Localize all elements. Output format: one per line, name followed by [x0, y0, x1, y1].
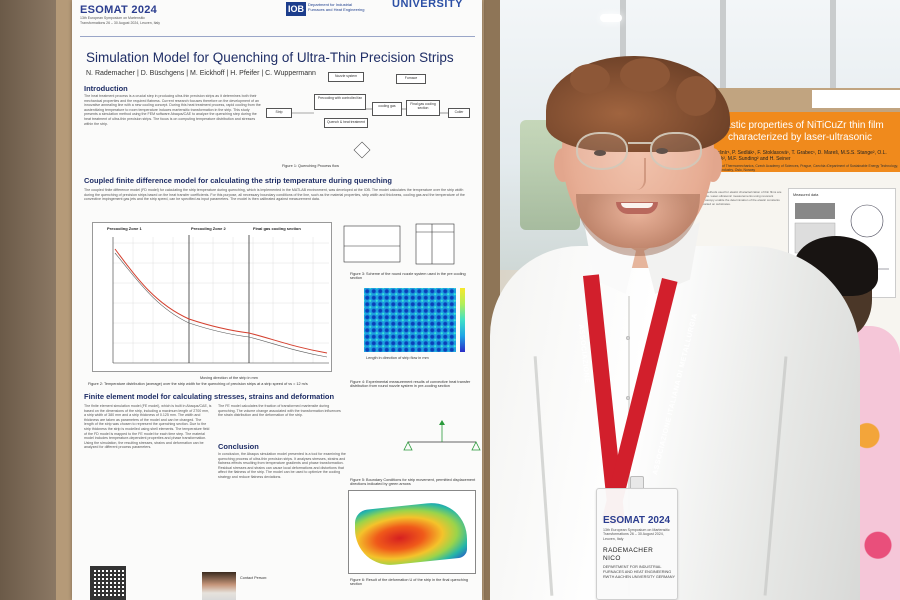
institute-logo: IOB	[286, 2, 306, 16]
nose	[630, 158, 646, 190]
contact-label: Contact Person:	[240, 576, 268, 580]
ceiling-light	[600, 14, 622, 22]
poster-title: Simulation Model for Quenching of Ultra-…	[86, 50, 454, 65]
name-badge: ESOMAT 2024 13th European Symposium on M…	[596, 488, 678, 600]
figure-5-caption: Figure 5: Boundary Conditions for strip …	[350, 478, 476, 486]
heat-transfer-heatmap: Length in direction of strip flow in mm	[352, 282, 476, 374]
temperature-chart: Precooling Zone 1 Precooling Zone 2 Fina…	[92, 222, 332, 372]
heatmap-x-label: Length in direction of strip flow in mm	[366, 356, 429, 360]
section-heading-conclusion: Conclusion	[218, 442, 259, 451]
author-photo	[202, 572, 236, 600]
zone-label: Precooling Zone 1	[107, 226, 142, 231]
glasses-lens-right	[650, 132, 702, 170]
fem-body-text-1: The finite element simulation model (FE …	[84, 404, 212, 450]
presenter: ASSOCIAZIONE ASSOCIAZIONE ITALIANA DI ME…	[480, 56, 870, 600]
right-poster-institutions: ¹Institute of Thermomechanics, Czech Aca…	[708, 164, 898, 172]
glasses-lens-left	[576, 132, 628, 170]
teeth	[621, 203, 653, 208]
conference-logo: ESOMAT 2024 13th European Symposium on M…	[80, 4, 162, 34]
badge-department: DEPARTMENT FOR INDUSTRIAL FURNACES AND H…	[603, 565, 676, 579]
zone-label: Precooling Zone 2	[191, 226, 226, 231]
conference-subtitle: 13th European Symposium on Martensitic T…	[80, 16, 161, 25]
flow-box: Furnace	[396, 74, 426, 84]
left-poster: ESOMAT 2024 13th European Symposium on M…	[72, 0, 482, 600]
shirt-button	[626, 336, 630, 340]
badge-conference-subtitle: 13th European Symposium on Martensitic T…	[603, 528, 670, 541]
eyeglasses	[576, 132, 706, 172]
shirt-button	[626, 396, 630, 400]
figure-2-caption: Figure 2: Temperature distribution (aver…	[88, 382, 308, 386]
right-poster-body-text: The conventional methods used for elasti…	[682, 190, 782, 206]
intro-body-text: The heat treatment process is a crucial …	[84, 94, 261, 126]
coupled-body-text: The coupled finite difference model (FD …	[84, 188, 465, 202]
flow-box: cooling gas	[372, 102, 402, 116]
flow-arrows	[292, 108, 448, 159]
badge-firstname: NICO	[603, 555, 621, 562]
poster-header: ESOMAT 2024 13th European Symposium on M…	[72, 0, 482, 38]
conference-title: ESOMAT 2024	[80, 4, 158, 16]
figure-4-caption: Figure 4: Experimental measurement resul…	[350, 380, 471, 388]
right-poster-title: Elastic properties of NiTiCuZr thin film…	[716, 120, 884, 143]
flow-box: Quench & heat treatment	[324, 118, 368, 128]
institute-name: Department for Industrial Furnaces and H…	[308, 2, 365, 12]
hair-curl	[570, 64, 610, 94]
figure-3-caption: Figure 3: Scheme of the round nozzle sys…	[350, 272, 466, 280]
boundary-condition-diagram	[403, 420, 481, 451]
flow-box: Strip	[266, 108, 292, 118]
zone-label: Final gas cooling section	[253, 226, 301, 231]
fem-body-text-2: The FE model calculates the fraction of …	[218, 404, 341, 418]
flow-box: Final gas cooling section	[406, 100, 440, 116]
hair-curl	[620, 58, 670, 92]
university-name: UNIVERSITY	[392, 0, 464, 10]
deformation-contour	[355, 499, 467, 569]
qr-code	[90, 566, 126, 600]
glasses-bridge	[628, 142, 652, 144]
section-heading-introduction: Introduction	[84, 84, 128, 93]
section-heading-coupled-model: Coupled finite difference model for calc…	[84, 176, 392, 185]
deformation-simulation-plot	[348, 490, 476, 574]
chart-x-label: Moving direction of the strip in mm	[200, 376, 258, 380]
figure-6-caption: Figure 6: Result of the deformation U of…	[350, 578, 468, 586]
temperature-curves	[112, 235, 329, 364]
figure-1-caption: Figure 1: Quenching Process flow	[282, 164, 339, 168]
right-poster-authors: J. Kušnír¹, P. Sedlák¹, F. Stoklasová¹, …	[708, 150, 887, 162]
process-flow-diagram: Nozzle system Furnace Precooling with co…	[262, 72, 472, 162]
heatmap-colorbar	[460, 288, 465, 352]
conclusion-body-text: In conclusion, the Abaqus simulation mod…	[218, 452, 346, 479]
right-poster-figure-label: Measured data	[793, 193, 819, 197]
nozzle-scheme	[343, 223, 455, 265]
badge-surname: RADEMACHER	[603, 547, 654, 554]
poster-authors: N. Rademacher | D. Büschgens | M. Eickho…	[86, 70, 316, 77]
flow-box: Nozzle system	[328, 72, 364, 82]
flow-box: Precooling with controlled fan	[314, 94, 366, 110]
section-heading-fem: Finite element model for calculating str…	[84, 392, 335, 401]
hair-curl	[676, 76, 716, 116]
divider	[80, 36, 475, 37]
badge-conference: ESOMAT 2024	[603, 515, 671, 526]
right-poster-header-strip	[812, 90, 900, 108]
flow-box: Coiler	[448, 108, 470, 118]
heatmap-image	[364, 288, 456, 352]
